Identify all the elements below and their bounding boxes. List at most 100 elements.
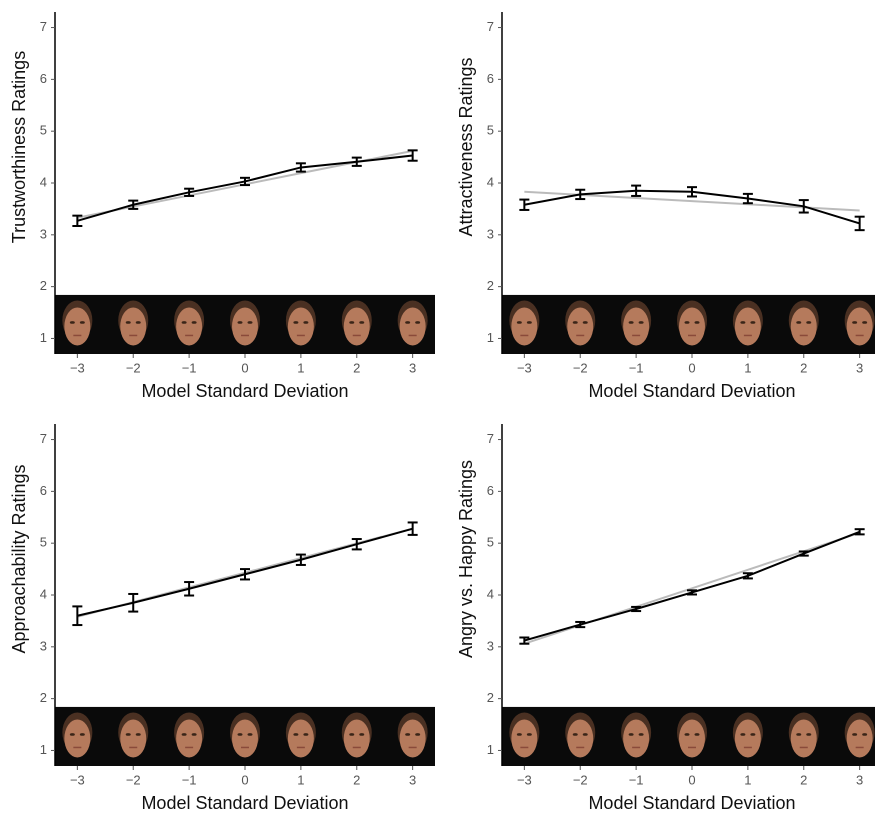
error-bar bbox=[854, 528, 865, 536]
y-tick-label: 1 bbox=[40, 330, 47, 345]
x-tick-label: −1 bbox=[629, 360, 644, 375]
error-bar bbox=[798, 550, 809, 557]
face-eye bbox=[69, 321, 75, 324]
y-tick-label: 7 bbox=[487, 19, 494, 34]
face-eye bbox=[806, 733, 812, 736]
x-axis-title: Model Standard Deviation bbox=[141, 793, 348, 813]
face bbox=[343, 307, 370, 346]
x-axis-title: Model Standard Deviation bbox=[588, 793, 795, 813]
y-tick-label: 5 bbox=[487, 535, 494, 550]
error-bar bbox=[742, 572, 753, 580]
error-bar bbox=[240, 568, 250, 581]
face-eye bbox=[181, 733, 187, 736]
face bbox=[176, 307, 203, 346]
face-eye bbox=[415, 733, 421, 736]
face-eye bbox=[125, 321, 131, 324]
y-tick-label: 6 bbox=[487, 483, 494, 498]
face bbox=[734, 307, 761, 346]
face bbox=[846, 307, 873, 346]
face-eye bbox=[796, 321, 802, 324]
face bbox=[790, 719, 817, 758]
face-eye bbox=[526, 321, 532, 324]
face-eye bbox=[852, 733, 858, 736]
face-eye bbox=[750, 321, 756, 324]
face-eye bbox=[79, 733, 85, 736]
face-eye bbox=[740, 733, 746, 736]
y-tick-label: 1 bbox=[40, 742, 47, 757]
face bbox=[846, 719, 873, 758]
error-bar bbox=[128, 592, 139, 613]
face bbox=[120, 719, 147, 758]
y-tick-label: 4 bbox=[40, 174, 47, 189]
y-tick-label: 2 bbox=[40, 278, 47, 293]
mean-line bbox=[524, 530, 861, 642]
face bbox=[399, 307, 426, 346]
x-tick-label: 1 bbox=[744, 772, 751, 787]
error-bar bbox=[72, 605, 83, 627]
error-bar bbox=[575, 188, 586, 201]
x-tick-label: −1 bbox=[629, 772, 644, 787]
y-tick-label: 6 bbox=[40, 483, 47, 498]
face-eye bbox=[125, 733, 131, 736]
error-bar bbox=[631, 184, 642, 197]
y-tick-label: 4 bbox=[487, 174, 494, 189]
face bbox=[64, 307, 91, 346]
face bbox=[176, 719, 203, 758]
x-tick-label: 1 bbox=[297, 772, 304, 787]
panel: 1 2 3 4 5 6 7 −3 −2 −1 0 1 2 3 Model Standard Deviatio… bbox=[9, 424, 435, 813]
face-eye bbox=[516, 733, 522, 736]
face-eye bbox=[405, 733, 411, 736]
face-eye bbox=[582, 321, 588, 324]
face-eye bbox=[135, 321, 141, 324]
y-tick-label: 1 bbox=[487, 330, 494, 345]
x-tick-label: −2 bbox=[573, 360, 588, 375]
face bbox=[343, 719, 370, 758]
face-eye bbox=[191, 733, 197, 736]
face-eye bbox=[135, 733, 141, 736]
face-eye bbox=[405, 321, 411, 324]
y-tick-label: 6 bbox=[40, 71, 47, 86]
face-eye bbox=[852, 321, 858, 324]
x-tick-label: 1 bbox=[744, 360, 751, 375]
face-eye bbox=[750, 733, 756, 736]
face-eye bbox=[79, 321, 85, 324]
x-axis-title: Model Standard Deviation bbox=[141, 381, 348, 401]
face-eye bbox=[638, 733, 644, 736]
y-axis-title: Trustworthiness Ratings bbox=[9, 51, 29, 243]
face bbox=[287, 307, 314, 346]
y-tick-label: 7 bbox=[40, 19, 47, 34]
y-axis-title: Attractiveness Ratings bbox=[456, 57, 476, 236]
x-tick-label: 2 bbox=[353, 360, 360, 375]
face bbox=[679, 307, 705, 346]
error-bar bbox=[72, 214, 83, 228]
x-tick-label: 2 bbox=[800, 772, 807, 787]
y-tick-label: 4 bbox=[487, 586, 494, 601]
error-bar bbox=[184, 187, 195, 197]
error-bar bbox=[575, 620, 586, 629]
y-tick-label: 5 bbox=[40, 123, 47, 138]
x-tick-label: −2 bbox=[573, 772, 588, 787]
face-eye bbox=[237, 733, 243, 736]
error-bar bbox=[351, 156, 362, 167]
y-tick-label: 3 bbox=[487, 226, 494, 241]
face-eye bbox=[638, 321, 644, 324]
face-eye bbox=[806, 321, 812, 324]
face-eye bbox=[359, 321, 365, 324]
y-tick-label: 5 bbox=[40, 535, 47, 550]
face-eye bbox=[247, 733, 253, 736]
y-tick-label: 2 bbox=[487, 278, 494, 293]
x-tick-label: 2 bbox=[800, 360, 807, 375]
x-tick-label: −2 bbox=[126, 772, 141, 787]
face bbox=[232, 719, 258, 758]
y-tick-label: 4 bbox=[40, 586, 47, 601]
x-tick-label: 3 bbox=[856, 772, 863, 787]
x-tick-label: −1 bbox=[182, 772, 197, 787]
face-eye bbox=[349, 321, 355, 324]
error-bar bbox=[631, 605, 642, 613]
x-tick-label: −3 bbox=[517, 360, 532, 375]
face bbox=[679, 719, 705, 758]
x-tick-label: 0 bbox=[688, 772, 695, 787]
error-bar bbox=[854, 215, 865, 232]
x-axis-title: Model Standard Deviation bbox=[588, 381, 795, 401]
face-eye bbox=[359, 733, 365, 736]
